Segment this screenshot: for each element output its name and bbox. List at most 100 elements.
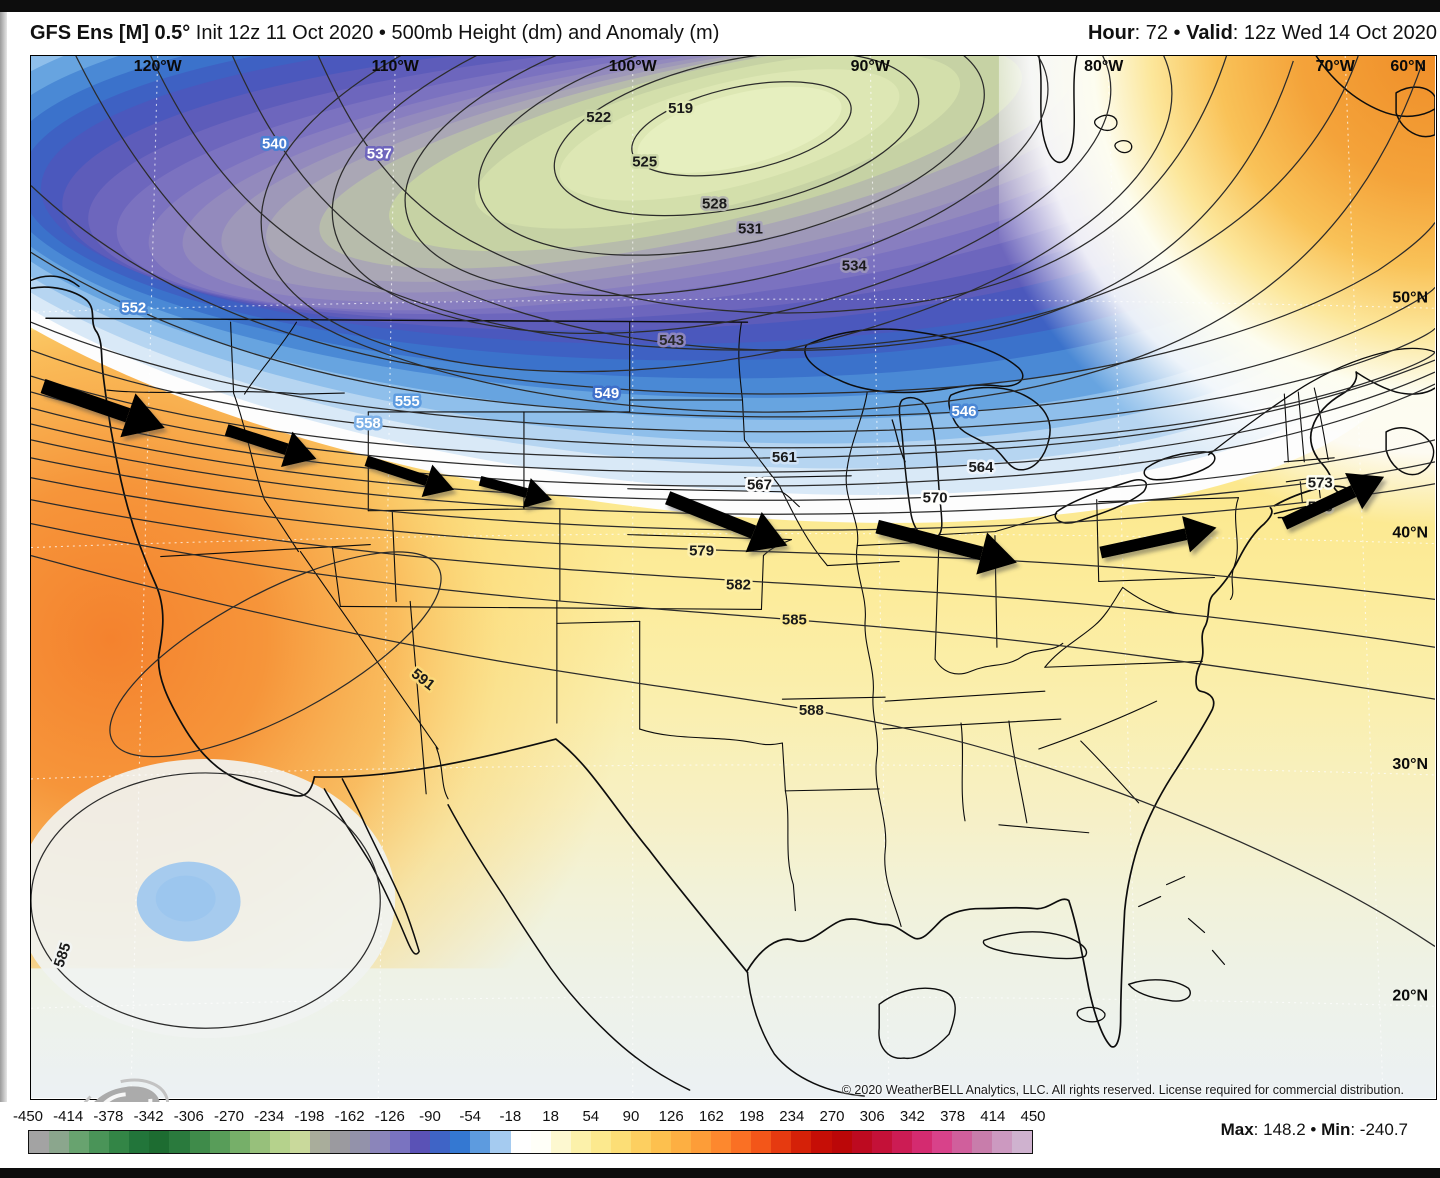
jet-arrow-head — [745, 512, 788, 553]
legend-color-cell — [630, 1131, 651, 1153]
contour-label: 543 — [659, 332, 684, 349]
height-contour — [331, 56, 1112, 335]
legend-tick: 270 — [819, 1108, 845, 1125]
jet-arrow-shaft — [364, 455, 429, 487]
contour-label: 528 — [702, 196, 727, 213]
height-contour — [231, 56, 1294, 352]
meridian-line — [377, 56, 396, 1098]
geography-outline — [1080, 740, 1140, 804]
legend-tick: 342 — [899, 1108, 925, 1125]
legend-colorbar — [28, 1130, 1033, 1154]
geography-outline — [409, 600, 427, 795]
geography-outline — [884, 690, 1046, 702]
coordinate-label: 20°N — [1392, 987, 1428, 1004]
legend-tick: -198 — [294, 1108, 325, 1125]
legend-color-cell — [811, 1131, 832, 1153]
height-contour — [150, 56, 1359, 351]
height-contour — [31, 499, 1435, 648]
geography-outline — [934, 642, 1064, 675]
contour-label: 531 — [738, 220, 763, 237]
meridian-line — [1344, 56, 1384, 1098]
legend-tick: -162 — [334, 1108, 365, 1125]
valid-value: : 12z Wed 14 Oct 2020 — [1232, 22, 1437, 44]
legend-color-cell — [871, 1131, 892, 1153]
legend-tick: -378 — [93, 1108, 124, 1125]
hour-value: : 72 • — [1134, 22, 1187, 44]
geography-outline — [1355, 371, 1435, 395]
legend-tick: -342 — [133, 1108, 164, 1125]
geography-outline — [1395, 86, 1435, 138]
legend-color-cell — [129, 1131, 150, 1153]
geography-outline — [299, 551, 439, 750]
legend-tick: -18 — [499, 1108, 522, 1125]
geography-outline — [627, 488, 800, 508]
geography-outline — [1008, 720, 1028, 824]
height-contour — [31, 423, 1435, 501]
coordinate-label: 70°W — [1316, 58, 1356, 75]
contour-label: 561 — [772, 449, 797, 466]
legend-color-cell — [891, 1131, 912, 1153]
legend-color-cell — [49, 1131, 70, 1153]
contour-label: 564 — [968, 459, 994, 476]
geography-outline — [106, 389, 345, 395]
geography-outline — [367, 508, 561, 512]
geography-outline — [1044, 586, 1124, 668]
legend-color-cell — [851, 1131, 872, 1153]
copyright-notice: © 2020 WeatherBELL Analytics, LLC. All r… — [841, 1083, 1404, 1097]
height-contour — [31, 772, 381, 1029]
geography-outline — [1317, 479, 1321, 499]
coordinate-label: 120°W — [134, 58, 183, 75]
legend-color-cell — [89, 1131, 110, 1153]
legend-color-cell — [650, 1131, 671, 1153]
geography-outline — [784, 790, 796, 912]
contour-label: 570 — [923, 490, 948, 507]
legend-tick: -126 — [374, 1108, 405, 1125]
height-contour — [317, 56, 1228, 314]
contour-label: 582 — [726, 576, 751, 593]
contour-label: 579 — [689, 543, 714, 560]
legend-color-cell — [289, 1131, 310, 1153]
legend-color-cell — [751, 1131, 772, 1153]
legend-color-cell — [590, 1131, 611, 1153]
legend-color-cell — [229, 1131, 250, 1153]
height-contour — [31, 359, 1435, 459]
jet-arrow-head — [1345, 472, 1385, 510]
geography-outline — [1096, 499, 1100, 583]
jet-arrow-shaft — [875, 519, 984, 561]
legend-tick: 414 — [980, 1108, 1006, 1125]
legend-tick: -414 — [53, 1108, 84, 1125]
geography-outline — [435, 746, 449, 800]
legend-color-cell — [992, 1131, 1013, 1153]
legend-color-cell — [831, 1131, 852, 1153]
legend-tick: 234 — [779, 1108, 805, 1125]
weather-map: 519 522 525 528 531 534 537 540 543 546 549 552 555 5… — [31, 56, 1435, 1098]
legend-color-cell — [189, 1131, 210, 1153]
height-contour — [31, 439, 1435, 515]
legend-color-cell — [410, 1131, 431, 1153]
geography-outline — [891, 419, 906, 463]
max-value: : 148.2 • — [1253, 1120, 1322, 1139]
contour-label: 522 — [586, 109, 611, 126]
bottom-window-bar — [0, 1168, 1440, 1178]
northeast-ridge-shading — [998, 56, 1435, 635]
jet-stream-arrows — [40, 378, 1385, 575]
height-contour — [109, 551, 442, 758]
legend-color-cell — [430, 1131, 451, 1153]
height-contour — [478, 56, 985, 256]
geography-outline — [882, 718, 1062, 730]
jet-arrow-shaft — [665, 491, 757, 539]
min-value: : -240.7 — [1350, 1120, 1408, 1139]
geography-outline — [447, 804, 691, 1091]
legend-tick: -270 — [213, 1108, 245, 1125]
geography-outline — [1076, 1006, 1106, 1023]
jet-arrow-shaft — [1099, 528, 1188, 559]
jet-arrow-head — [281, 431, 317, 467]
legend-color-cell — [671, 1131, 692, 1153]
legend-color-cell — [771, 1131, 792, 1153]
geography-outline — [1313, 387, 1329, 461]
height-contour — [404, 56, 1049, 297]
contour-label: 585 — [782, 611, 807, 628]
legend-color-cell — [711, 1131, 732, 1153]
legend-tick-labels: -450 -414 -378 -342 -306 -270 -234 -198 -162 -126… — [0, 1108, 1100, 1126]
legend-color-cell — [470, 1131, 491, 1153]
